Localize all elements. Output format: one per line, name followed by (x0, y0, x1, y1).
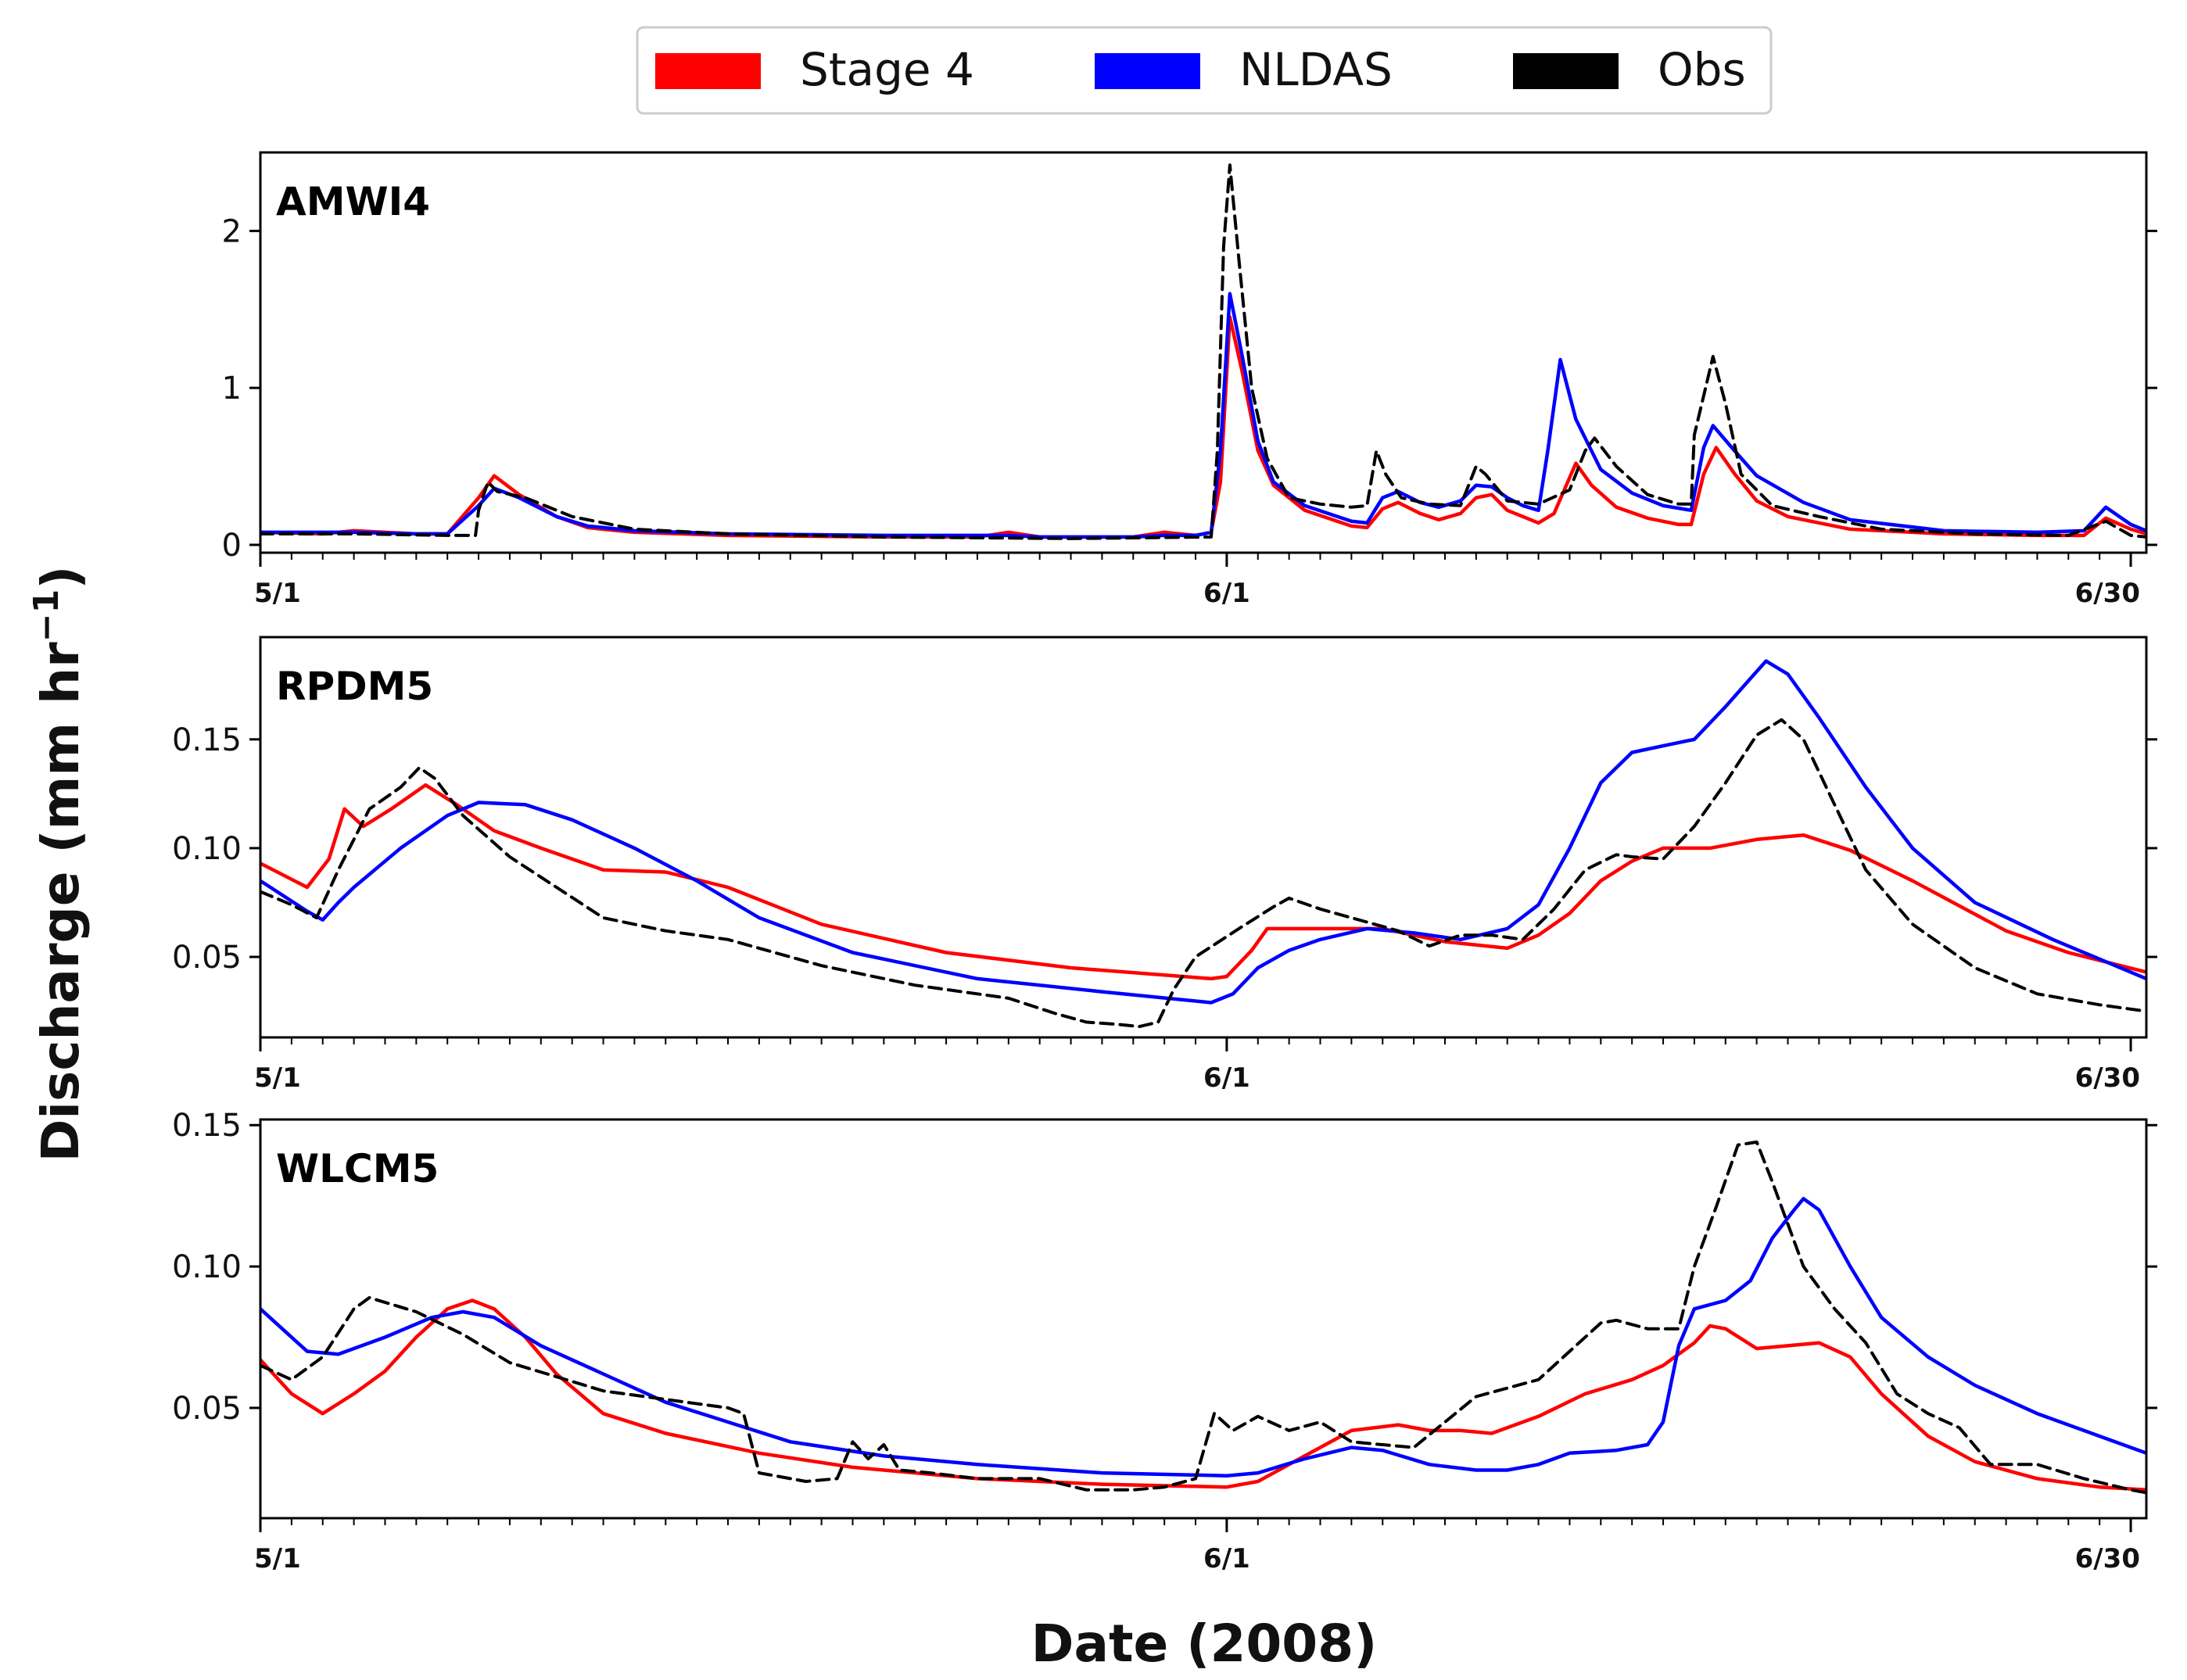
x-tick-label: 6/1 (1203, 578, 1250, 609)
series-group (260, 659, 2146, 1029)
series-line-stage-4 (260, 1299, 2146, 1492)
legend-box (636, 26, 1773, 115)
y-tick-label: 0.15 (172, 1108, 242, 1144)
legend-label-stage-4: Stage 4 (800, 43, 974, 96)
x-tick-label: 5/1 (254, 1062, 301, 1094)
series-line-obs (260, 1140, 2146, 1495)
series-line-stage-4 (260, 783, 2146, 981)
y-tick-label: 2 (222, 213, 242, 249)
legend-swatch-stage-4 (655, 53, 761, 89)
y-tick-label: 0.10 (172, 831, 242, 867)
station-label: RPDM5 (276, 664, 433, 709)
y-tick-label: 0.15 (172, 722, 242, 758)
legend-swatch-nldas (1095, 53, 1200, 89)
y-axis-title-exponent: −1 (27, 589, 66, 642)
x-tick-label: 5/1 (254, 1543, 301, 1574)
y-tick-label: 0.10 (172, 1249, 242, 1285)
series-line-nldas (260, 1197, 2146, 1478)
panel-rpdm5: 5/1 6/1 6/30 0.05 0.10 0.15 RPDM5 (172, 636, 2157, 1094)
legend-swatch-obs (1513, 53, 1619, 89)
legend-label-obs: Obs (1658, 43, 1746, 96)
panel-wlcm5: 5/1 6/1 6/30 0.05 0.10 0.15 WLCM5 (172, 1108, 2157, 1574)
x-tick-label: 6/30 (2075, 1062, 2140, 1094)
panel-frame (259, 151, 2148, 554)
series-group (260, 163, 2146, 540)
x-tick-label: 6/1 (1203, 1543, 1250, 1574)
series-line-obs (260, 718, 2146, 1029)
x-tick-label: 6/30 (2075, 578, 2140, 609)
series-line-nldas (260, 292, 2146, 539)
series-line-obs (260, 163, 2146, 540)
series-line-nldas (260, 659, 2146, 1005)
panel-frame (259, 1118, 2148, 1520)
y-tick-label: 0 (222, 528, 242, 564)
y-axis-title: Discharge (mm hr−1) (27, 566, 91, 1162)
station-label: AMWI4 (276, 179, 430, 224)
y-tick-label: 1 (222, 371, 242, 407)
panels: 5/1 6/1 6/30 0 1 2 AMWI4 5/1 6/1 6/30 0.05 0.10 0.15… (172, 151, 2157, 1574)
panel-amwi4: 5/1 6/1 6/30 0 1 2 AMWI4 (222, 151, 2157, 609)
x-tick-label: 6/30 (2075, 1543, 2140, 1574)
y-axis-title-close: ) (30, 566, 91, 589)
y-tick-label: 0.05 (172, 1391, 242, 1427)
y-tick-label: 0.05 (172, 940, 242, 976)
x-tick-label: 6/1 (1203, 1062, 1250, 1094)
x-tick-label: 5/1 (254, 578, 301, 609)
station-label: WLCM5 (276, 1146, 439, 1191)
legend: Stage 4 NLDAS Obs (636, 26, 1773, 115)
legend-label-nldas: NLDAS (1239, 43, 1393, 96)
panel-frame (259, 636, 2148, 1039)
y-axis-title-main: Discharge (mm hr (30, 642, 91, 1162)
series-group (260, 1140, 2146, 1495)
x-axis-title: Date (2008) (1031, 1614, 1378, 1674)
